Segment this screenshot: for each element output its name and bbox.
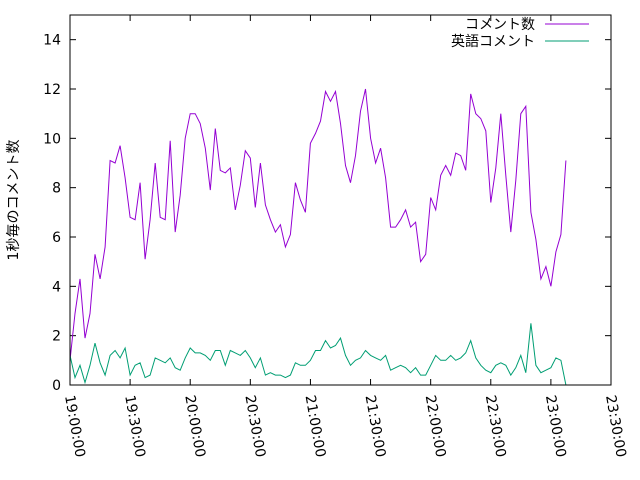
y-tick-label: 4 [52,279,61,295]
y-tick-label: 0 [52,378,61,394]
plot-frame [69,14,612,386]
y-tick-label: 2 [52,329,61,345]
series-line-1 [69,88,567,361]
legend-label: 英語コメント [451,33,535,50]
y-tick-label: 14 [43,33,61,49]
y-tick-label: 12 [43,82,61,98]
y-tick-label: 6 [52,230,61,246]
y-axis-label: 1秒毎のコメント数 [6,140,22,261]
y-tick-label: 8 [52,181,61,197]
series-line-2 [69,323,567,386]
series-lines [69,88,567,386]
legend-label: コメント数 [465,17,535,33]
y-tick-label: 10 [43,131,61,147]
